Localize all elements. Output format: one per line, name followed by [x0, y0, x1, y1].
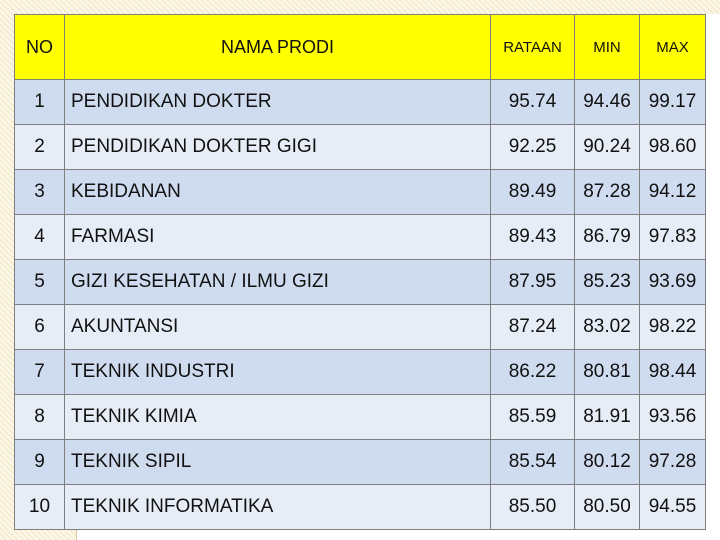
cell-no: 5: [14, 259, 65, 305]
table-body: 1 PENDIDIKAN DOKTER 95.74 94.46 99.17 2 PENDID…: [14, 79, 706, 530]
table-header: NO NAMA PRODI RATAAN MIN MAX: [14, 14, 706, 80]
cell-no: 4: [14, 214, 65, 260]
cell-max: 93.69: [639, 259, 706, 305]
cell-nama-prodi: TEKNIK INDUSTRI: [64, 349, 491, 395]
table-row: 6 AKUNTANSI 87.24 83.02 98.22: [14, 304, 706, 350]
cell-min: 80.50: [574, 484, 640, 530]
cell-rataan: 87.24: [490, 304, 575, 350]
cell-rataan: 85.54: [490, 439, 575, 485]
table-row: 5 GIZI KESEHATAN / ILMU GIZI 87.95 85.23 93.…: [14, 259, 706, 305]
cell-max: 99.17: [639, 79, 706, 125]
cell-no: 3: [14, 169, 65, 215]
cell-no: 9: [14, 439, 65, 485]
cell-rataan: 85.50: [490, 484, 575, 530]
slide-decorative-border-top: [0, 0, 720, 14]
table-row: 2 PENDIDIKAN DOKTER GIGI 92.25 90.24 98.60: [14, 124, 706, 170]
cell-max: 98.22: [639, 304, 706, 350]
cell-no: 6: [14, 304, 65, 350]
cell-rataan: 89.49: [490, 169, 575, 215]
cell-min: 87.28: [574, 169, 640, 215]
cell-nama-prodi: GIZI KESEHATAN / ILMU GIZI: [64, 259, 491, 305]
cell-rataan: 85.59: [490, 394, 575, 440]
header-rataan: RATAAN: [490, 14, 575, 80]
header-nama-prodi: NAMA PRODI: [64, 14, 491, 80]
cell-min: 94.46: [574, 79, 640, 125]
cell-no: 1: [14, 79, 65, 125]
cell-min: 80.12: [574, 439, 640, 485]
cell-nama-prodi: TEKNIK KIMIA: [64, 394, 491, 440]
cell-nama-prodi: AKUNTANSI: [64, 304, 491, 350]
cell-max: 94.55: [639, 484, 706, 530]
table-row: 3 KEBIDANAN 89.49 87.28 94.12: [14, 169, 706, 215]
table-row: 9 TEKNIK SIPIL 85.54 80.12 97.28: [14, 439, 706, 485]
cell-nama-prodi: PENDIDIKAN DOKTER: [64, 79, 491, 125]
cell-min: 86.79: [574, 214, 640, 260]
cell-min: 90.24: [574, 124, 640, 170]
header-no: NO: [14, 14, 65, 80]
cell-nama-prodi: KEBIDANAN: [64, 169, 491, 215]
cell-nama-prodi: TEKNIK SIPIL: [64, 439, 491, 485]
cell-rataan: 92.25: [490, 124, 575, 170]
header-min: MIN: [574, 14, 640, 80]
cell-rataan: 95.74: [490, 79, 575, 125]
cell-min: 80.81: [574, 349, 640, 395]
table-row: 4 FARMASI 89.43 86.79 97.83: [14, 214, 706, 260]
cell-no: 8: [14, 394, 65, 440]
header-row: NO NAMA PRODI RATAAN MIN MAX: [14, 14, 706, 80]
cell-max: 94.12: [639, 169, 706, 215]
header-max: MAX: [639, 14, 706, 80]
cell-max: 98.44: [639, 349, 706, 395]
cell-nama-prodi: FARMASI: [64, 214, 491, 260]
cell-min: 83.02: [574, 304, 640, 350]
cell-no: 7: [14, 349, 65, 395]
cell-rataan: 89.43: [490, 214, 575, 260]
cell-nama-prodi: PENDIDIKAN DOKTER GIGI: [64, 124, 491, 170]
cell-nama-prodi: TEKNIK INFORMATIKA: [64, 484, 491, 530]
table-row: 10 TEKNIK INFORMATIKA 85.50 80.50 94.55: [14, 484, 706, 530]
cell-max: 93.56: [639, 394, 706, 440]
cell-no: 2: [14, 124, 65, 170]
cell-max: 97.28: [639, 439, 706, 485]
table-row: 1 PENDIDIKAN DOKTER 95.74 94.46 99.17: [14, 79, 706, 125]
cell-min: 81.91: [574, 394, 640, 440]
cell-rataan: 87.95: [490, 259, 575, 305]
cell-max: 97.83: [639, 214, 706, 260]
table-row: 7 TEKNIK INDUSTRI 86.22 80.81 98.44: [14, 349, 706, 395]
cell-no: 10: [14, 484, 65, 530]
cell-max: 98.60: [639, 124, 706, 170]
cell-rataan: 86.22: [490, 349, 575, 395]
prodi-scores-table: NO NAMA PRODI RATAAN MIN MAX 1 PENDIDIKAN…: [14, 14, 706, 530]
table-row: 8 TEKNIK KIMIA 85.59 81.91 93.56: [14, 394, 706, 440]
cell-min: 85.23: [574, 259, 640, 305]
